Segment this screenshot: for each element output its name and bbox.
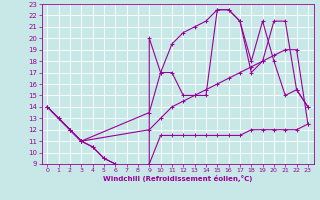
X-axis label: Windchill (Refroidissement éolien,°C): Windchill (Refroidissement éolien,°C) — [103, 175, 252, 182]
